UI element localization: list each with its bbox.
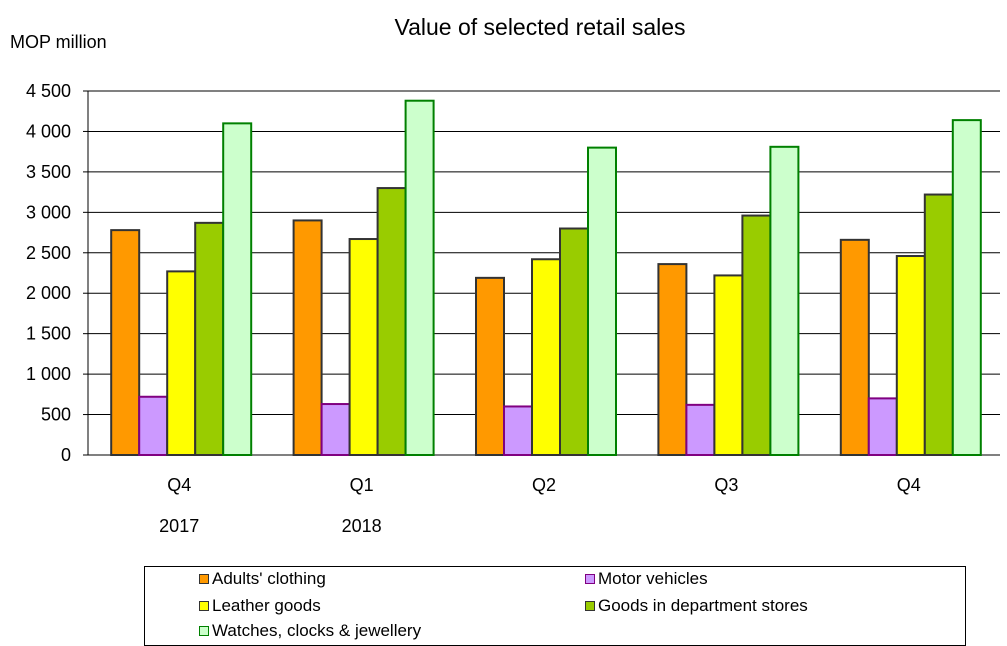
bar xyxy=(194,221,225,456)
bar xyxy=(867,397,898,456)
legend-swatch xyxy=(585,574,595,584)
bar xyxy=(685,403,716,456)
y-tick-label: 3 000 xyxy=(26,202,71,222)
x-tick-label: Q3 xyxy=(714,475,738,495)
y-tick-label: 2 000 xyxy=(26,283,71,303)
bar xyxy=(713,274,744,456)
legend-swatch xyxy=(199,601,209,611)
bar xyxy=(475,276,505,456)
legend-item-adults-clothing: Adults' clothing xyxy=(199,569,326,589)
legend-swatch xyxy=(199,574,209,584)
y-tick-label: 4 500 xyxy=(26,81,71,101)
legend-swatch xyxy=(585,601,595,611)
bar xyxy=(587,146,617,456)
legend-item-watches-clocks-jewellery: Watches, clocks & jewellery xyxy=(199,621,421,641)
bar xyxy=(222,122,253,456)
bar xyxy=(951,119,982,457)
bar xyxy=(348,238,379,456)
chart-title: Value of selected retail sales xyxy=(394,14,686,40)
bar xyxy=(769,145,800,457)
x-year-label: 2018 xyxy=(342,516,382,536)
legend-item-leather-goods: Leather goods xyxy=(199,596,321,616)
legend-swatch xyxy=(199,626,209,636)
bar xyxy=(839,238,870,456)
bar xyxy=(110,229,141,456)
x-tick-label: Q1 xyxy=(350,475,374,495)
bar xyxy=(657,263,688,457)
bar xyxy=(923,193,954,456)
bar xyxy=(531,258,561,457)
x-tick-label: Q4 xyxy=(897,475,921,495)
legend-label: Leather goods xyxy=(212,596,321,615)
x-tick-label: Q4 xyxy=(167,475,191,495)
legend-label: Motor vehicles xyxy=(598,569,708,588)
bar xyxy=(166,270,197,457)
y-tick-label: 0 xyxy=(61,445,71,465)
y-tick-label: 3 500 xyxy=(26,162,71,182)
legend-label: Watches, clocks & jewellery xyxy=(212,621,422,640)
bar xyxy=(138,395,169,457)
legend-label: Adults' clothing xyxy=(212,569,326,588)
bar xyxy=(741,214,772,456)
y-tick-label: 1 500 xyxy=(26,324,71,344)
y-tick-label: 4 000 xyxy=(26,121,71,141)
y-tick-label: 2 500 xyxy=(26,243,71,263)
bar xyxy=(320,403,351,457)
legend-item-department-stores: Goods in department stores xyxy=(585,596,808,616)
x-year-label: 2017 xyxy=(159,516,199,536)
legend-label: Goods in department stores xyxy=(598,596,808,615)
legend: Adults' clothing Motor vehicles Leather … xyxy=(144,566,966,646)
y-tick-label: 500 xyxy=(41,405,71,425)
bar xyxy=(895,255,926,456)
y-axis-unit-label: MOP million xyxy=(10,32,107,52)
bar xyxy=(292,219,323,456)
x-tick-label: Q2 xyxy=(532,475,556,495)
bar xyxy=(376,187,407,456)
legend-item-motor-vehicles: Motor vehicles xyxy=(585,569,708,589)
bar xyxy=(503,405,533,457)
bar xyxy=(404,99,435,456)
bar xyxy=(559,227,589,456)
y-tick-label: 1 000 xyxy=(26,364,71,384)
